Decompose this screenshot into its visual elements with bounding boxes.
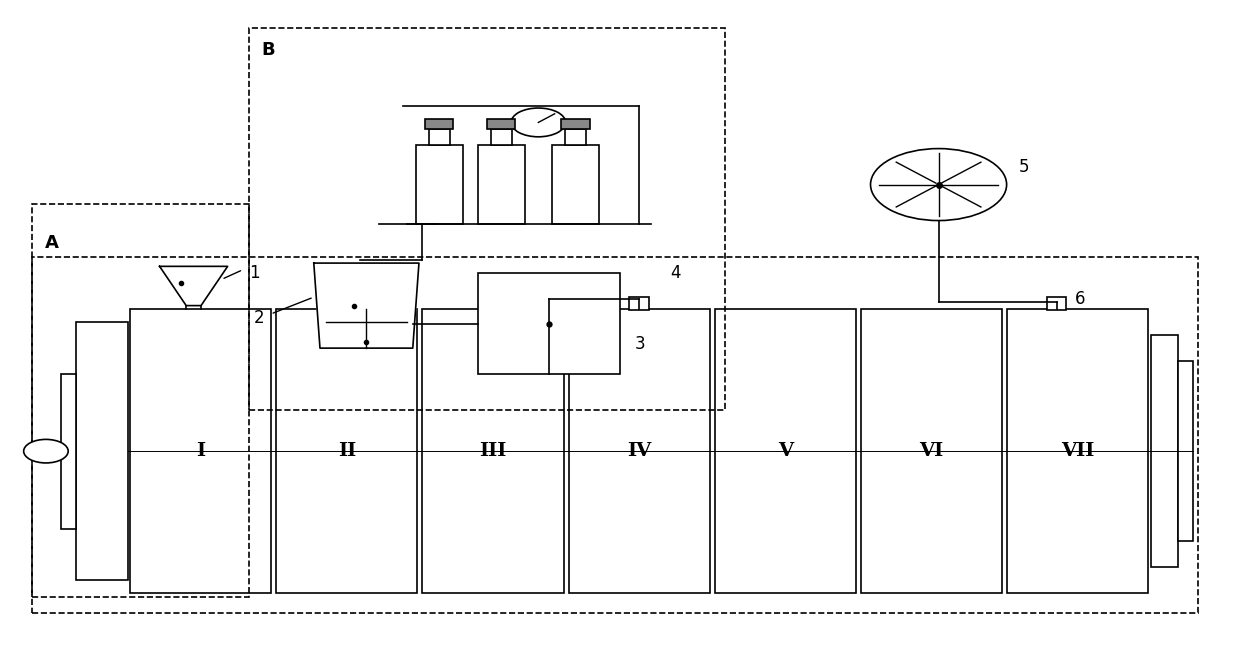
- Text: 6: 6: [1075, 290, 1085, 308]
- FancyBboxPatch shape: [61, 374, 76, 529]
- Bar: [562, 119, 589, 129]
- FancyBboxPatch shape: [477, 273, 620, 374]
- FancyBboxPatch shape: [1007, 309, 1148, 593]
- Bar: [249, 28, 725, 410]
- FancyBboxPatch shape: [1151, 335, 1178, 567]
- FancyBboxPatch shape: [714, 309, 856, 593]
- Bar: [32, 204, 249, 597]
- Text: 4: 4: [670, 264, 681, 282]
- Text: A: A: [45, 234, 58, 252]
- Text: B: B: [262, 41, 275, 58]
- Text: V: V: [777, 442, 792, 460]
- Text: 5: 5: [1019, 158, 1029, 175]
- Circle shape: [24, 440, 68, 463]
- FancyBboxPatch shape: [629, 297, 649, 310]
- Text: II: II: [337, 442, 356, 460]
- FancyBboxPatch shape: [569, 309, 709, 593]
- Circle shape: [870, 148, 1007, 221]
- Text: 1: 1: [249, 264, 260, 282]
- Text: IV: IV: [627, 442, 651, 460]
- FancyBboxPatch shape: [861, 309, 1002, 593]
- FancyBboxPatch shape: [477, 145, 525, 224]
- Text: VI: VI: [919, 442, 944, 460]
- Bar: [32, 256, 1198, 613]
- Text: I: I: [196, 442, 206, 460]
- FancyBboxPatch shape: [491, 129, 512, 145]
- Bar: [425, 119, 454, 129]
- FancyBboxPatch shape: [552, 145, 599, 224]
- Bar: [487, 119, 516, 129]
- Text: 2: 2: [254, 309, 264, 327]
- FancyBboxPatch shape: [130, 309, 272, 593]
- Polygon shape: [314, 263, 419, 348]
- FancyBboxPatch shape: [76, 322, 128, 580]
- FancyBboxPatch shape: [1047, 297, 1066, 310]
- FancyBboxPatch shape: [423, 309, 564, 593]
- Text: 3: 3: [635, 335, 646, 353]
- Text: VII: VII: [1061, 442, 1095, 460]
- FancyBboxPatch shape: [429, 129, 450, 145]
- Text: III: III: [480, 442, 507, 460]
- FancyBboxPatch shape: [415, 145, 463, 224]
- FancyBboxPatch shape: [565, 129, 587, 145]
- Circle shape: [511, 108, 565, 137]
- FancyBboxPatch shape: [1178, 361, 1193, 541]
- FancyBboxPatch shape: [277, 309, 418, 593]
